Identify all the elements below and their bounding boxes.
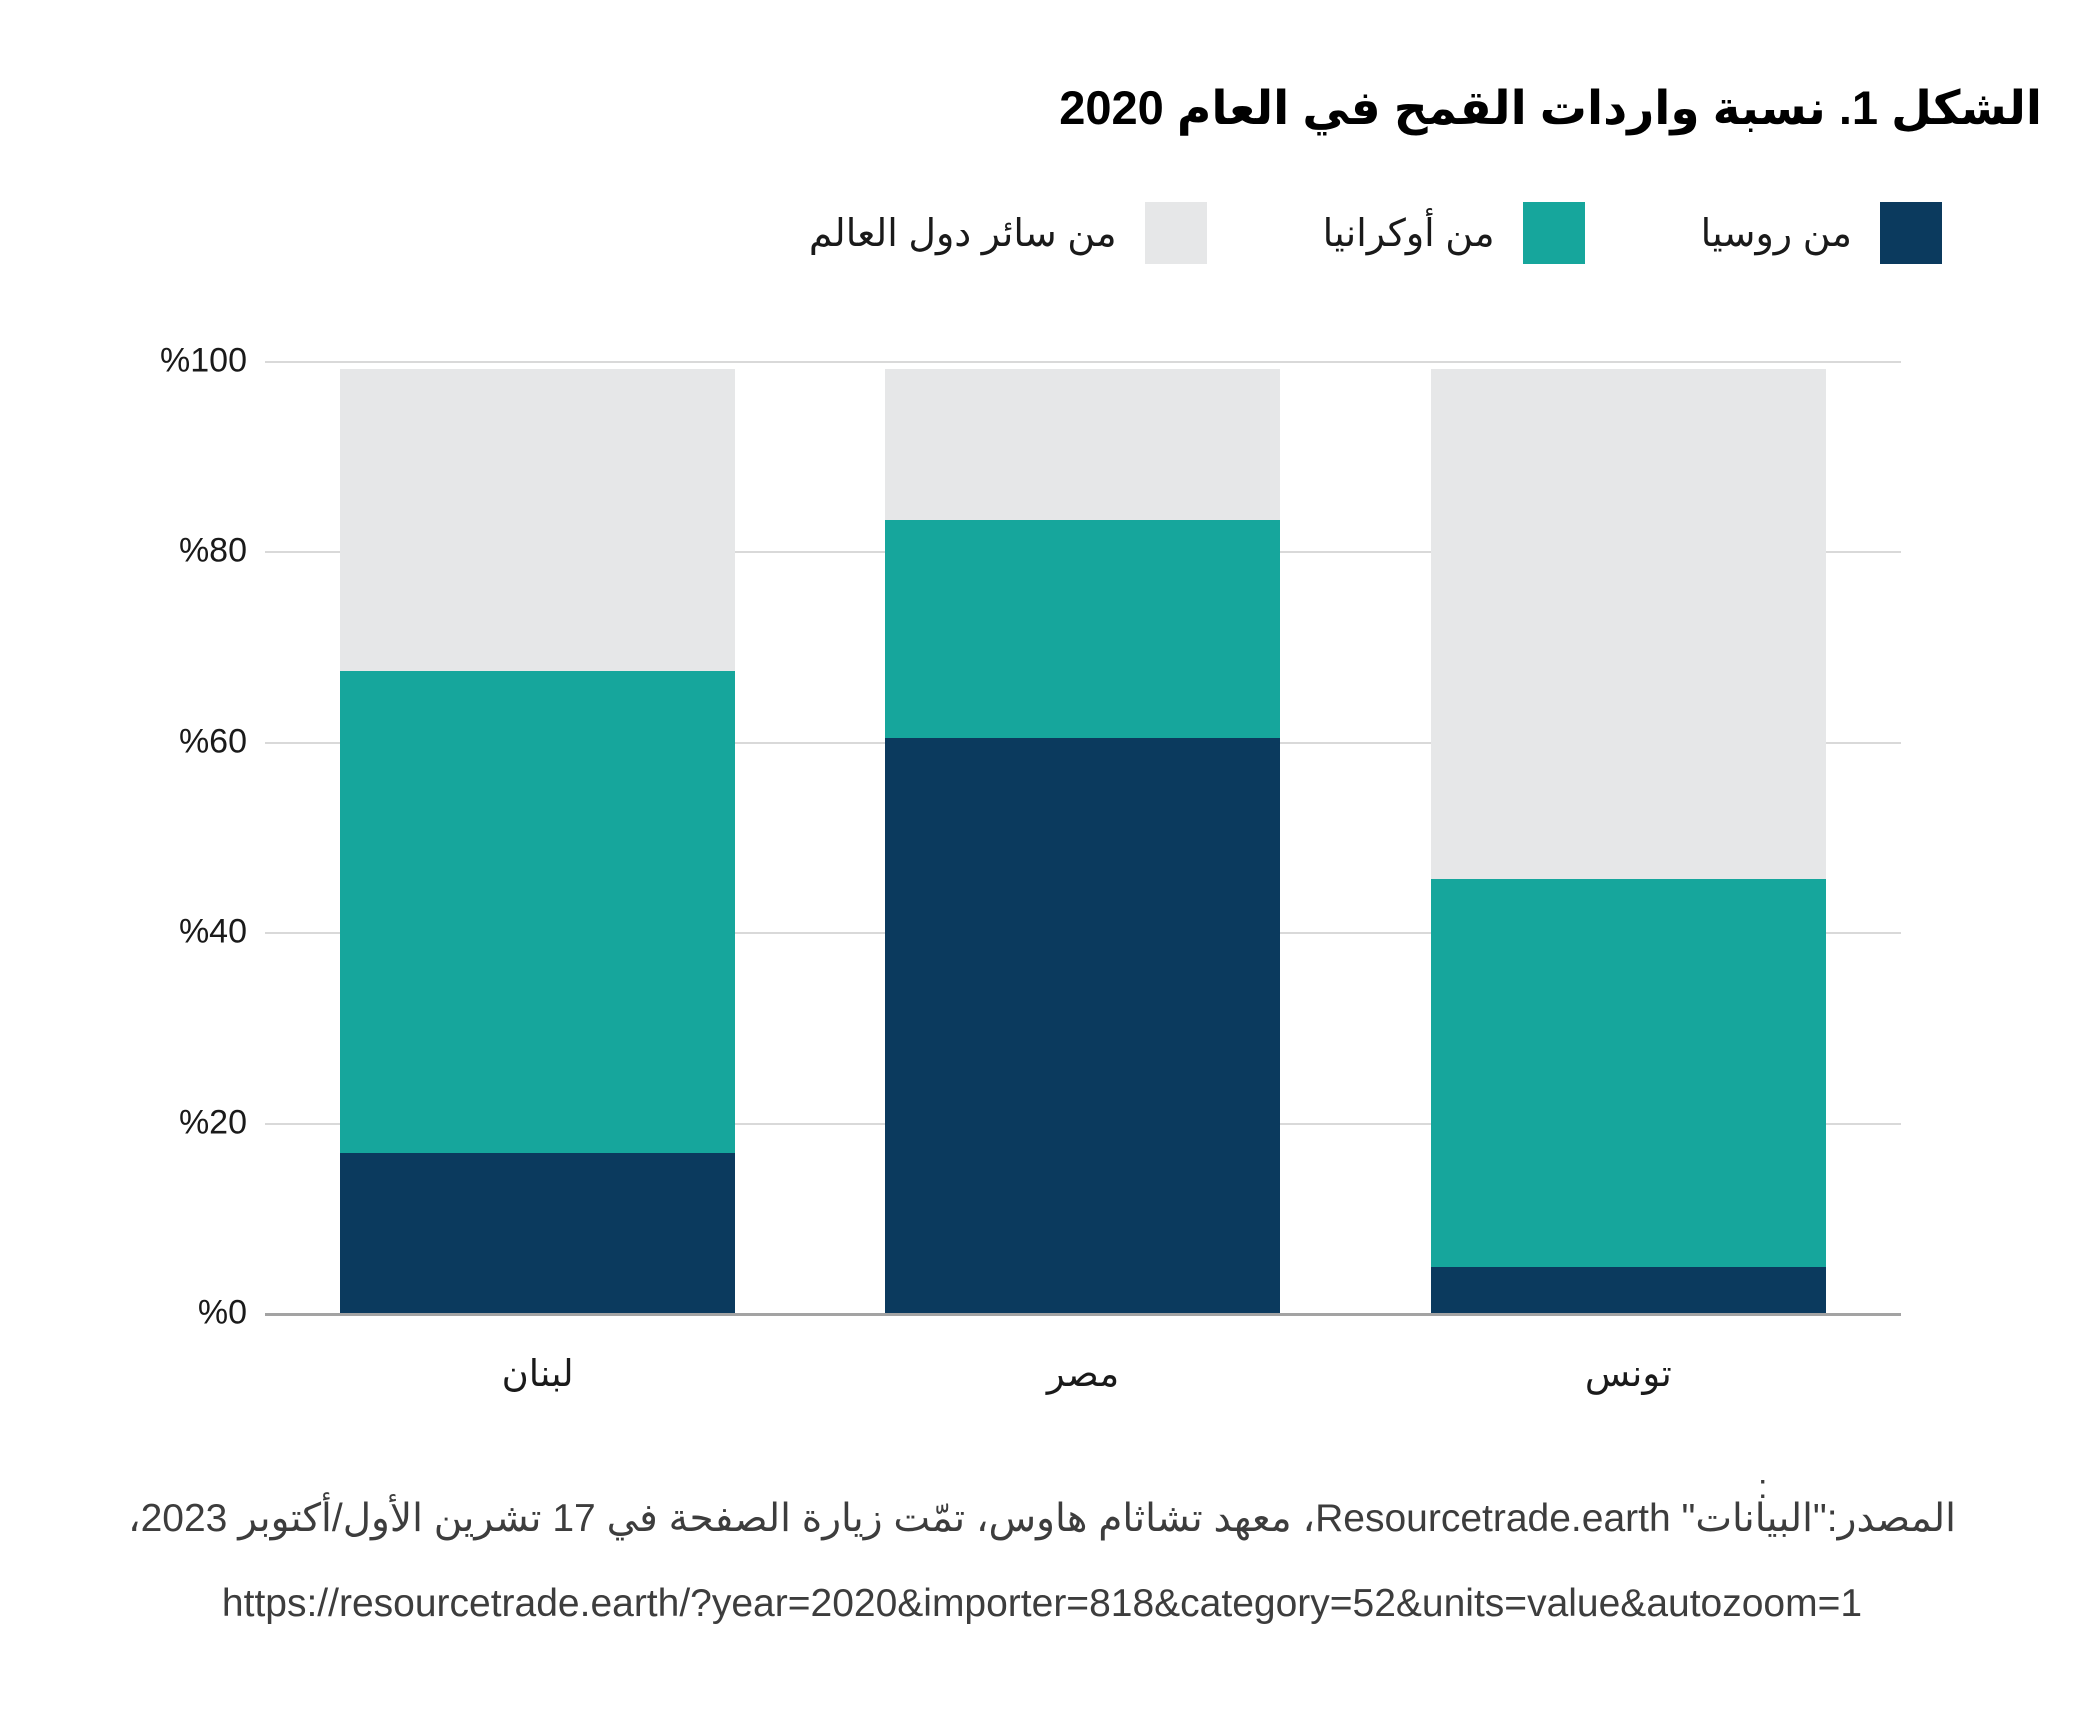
y-tick-label: %60: [178, 722, 247, 761]
plot-area: %100 %80 %60 %40 %20 %0: [160, 342, 1901, 1332]
x-axis-labels: لبنان مصر تونس: [265, 1352, 1901, 1395]
bar-segment: [340, 369, 736, 672]
stacked-bar: [340, 369, 736, 1314]
y-tick-label: %40: [178, 912, 247, 951]
source-url: https://resourcetrade.earth/?year=2020&i…: [221, 1582, 1863, 1625]
legend-label: من أوكرانيا: [1322, 212, 1495, 255]
x-axis-line: [265, 1313, 1901, 1316]
legend-item: من أوكرانيا: [1323, 202, 1585, 264]
legend-swatch-icon: [1522, 202, 1585, 264]
bar-segment: [885, 520, 1281, 738]
bar-slot: [810, 362, 1355, 1314]
bar-segment: [1430, 1266, 1826, 1314]
source-text: المصدر:"البيانات" Resourcetrade.earth، م…: [128, 1497, 1956, 1540]
bar-slot: [265, 362, 810, 1314]
x-axis-label: لبنان: [501, 1353, 574, 1394]
x-axis-label: تونس: [1584, 1353, 1672, 1394]
bar-slot: [1356, 362, 1901, 1314]
stacked-bar: [1430, 369, 1826, 1314]
legend: من روسيا من أوكرانيا من سائر دول العالم: [809, 202, 1942, 264]
legend-label: من روسيا: [1700, 212, 1852, 255]
bars-container: [265, 362, 1901, 1314]
bar-segment: [340, 1153, 736, 1314]
y-tick-label: %0: [197, 1293, 247, 1332]
y-tick-label: %100: [160, 341, 247, 380]
bar-segment: [1430, 879, 1826, 1267]
bar-segment: [1430, 369, 1826, 880]
y-tick-label: %80: [178, 532, 247, 571]
chart-title: الشكل 1. نسبة واردات القمح في العام 2020: [1059, 81, 2042, 134]
legend-item: من سائر دول العالم: [809, 202, 1207, 264]
bar-segment: [340, 671, 736, 1154]
x-axis-label: مصر: [1046, 1353, 1120, 1394]
bar-segment: [885, 369, 1281, 521]
y-tick-label: %20: [178, 1103, 247, 1142]
legend-item: من روسيا: [1701, 202, 1942, 264]
legend-swatch-icon: [1144, 202, 1207, 264]
bar-segment: [885, 737, 1281, 1314]
stacked-bar: [885, 369, 1281, 1314]
legend-swatch-icon: [1880, 202, 1942, 264]
legend-label: من سائر دول العالم: [808, 212, 1117, 255]
source-colon: :: [1758, 1468, 1768, 1506]
gridline: [265, 361, 1901, 363]
